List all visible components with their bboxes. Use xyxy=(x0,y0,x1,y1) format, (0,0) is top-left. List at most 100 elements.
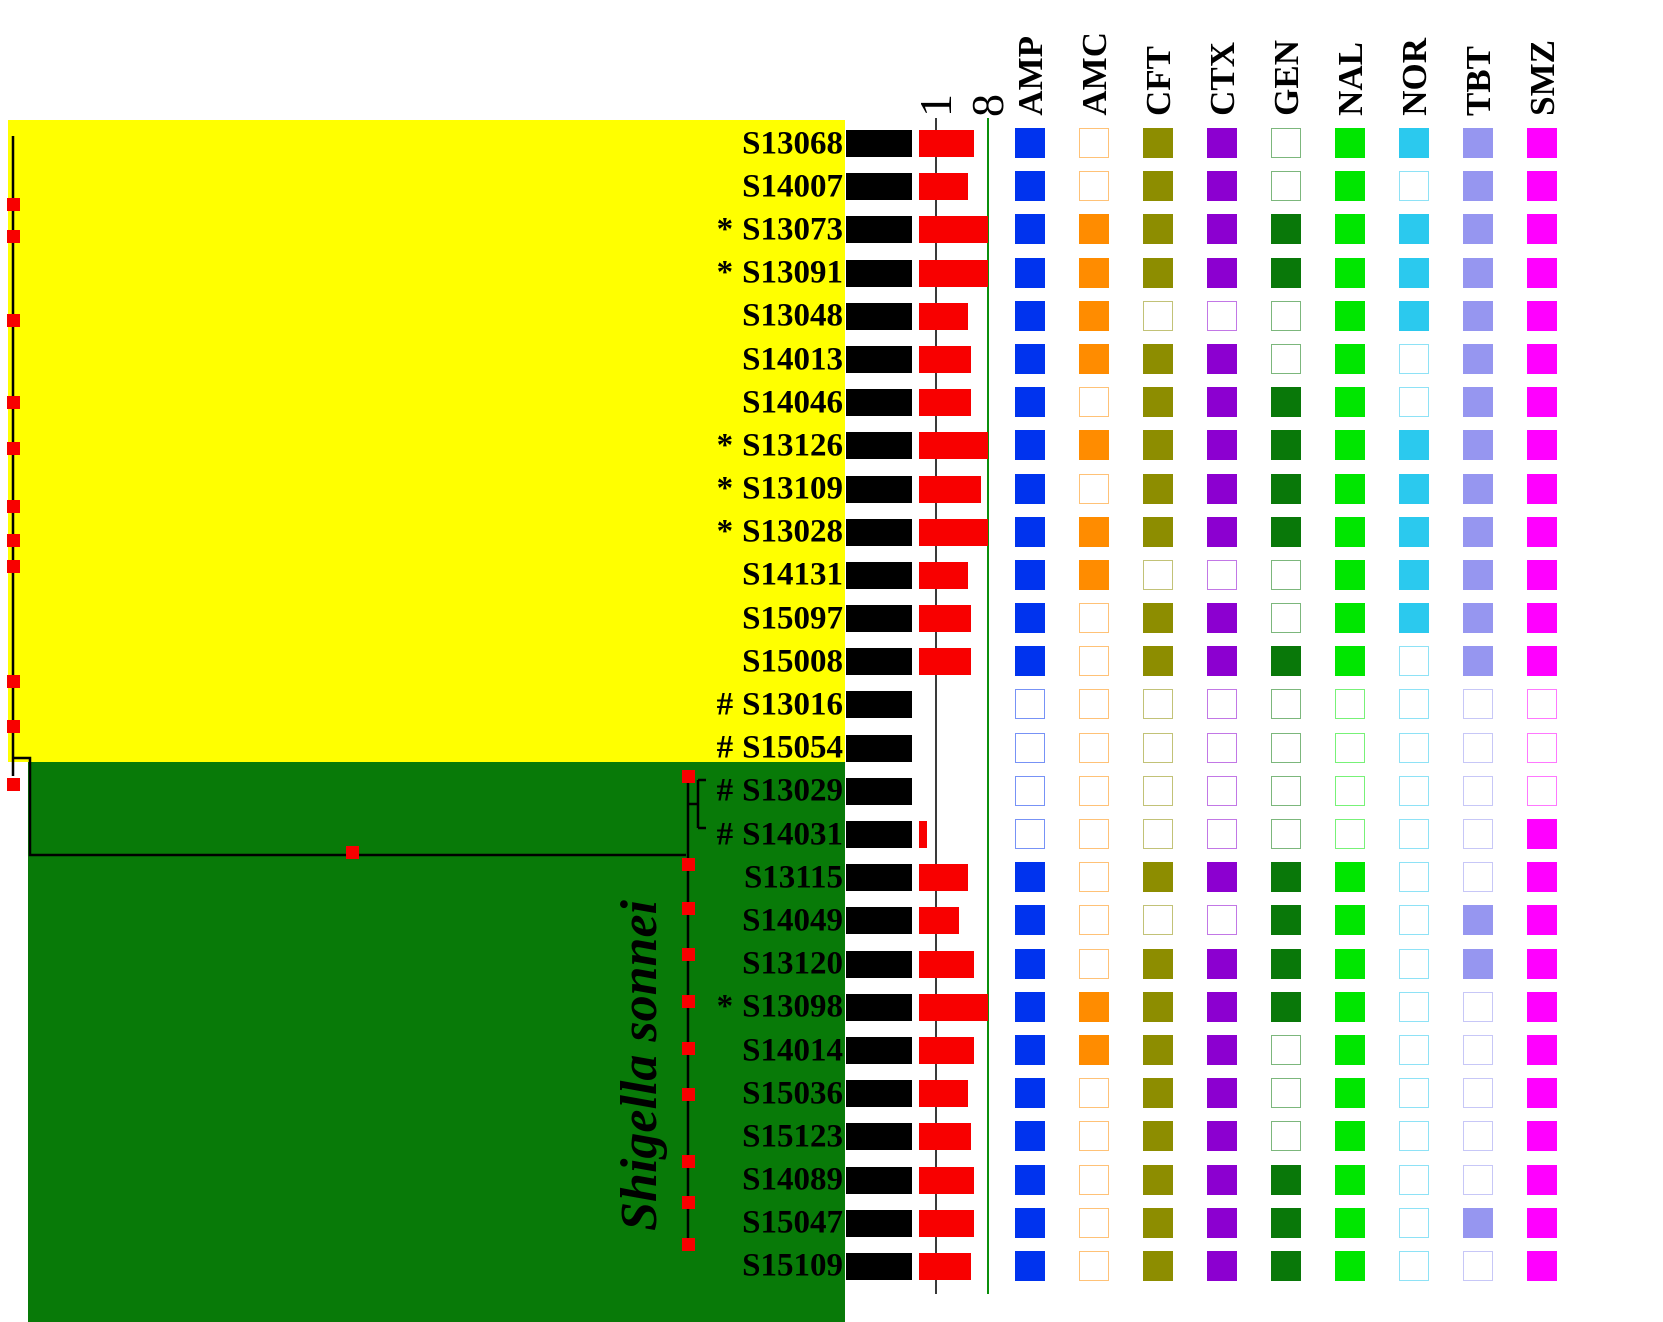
strain-id: S13120 xyxy=(742,945,843,982)
strain-row-s13115: S13115 xyxy=(0,856,1663,899)
strain-label: S14014 xyxy=(742,1032,843,1069)
cell-smz xyxy=(1527,430,1557,461)
cell-amc xyxy=(1079,343,1109,374)
strain-label: S13068 xyxy=(742,125,843,162)
cell-tbt xyxy=(1463,1121,1493,1152)
scale-tick-label: 1 xyxy=(910,94,961,117)
cell-amp xyxy=(1015,343,1045,374)
cell-tbt xyxy=(1463,603,1493,634)
red-value-bar xyxy=(919,821,928,848)
cell-amp xyxy=(1015,991,1045,1022)
cell-tbt xyxy=(1463,1078,1493,1109)
red-value-bar xyxy=(919,130,974,157)
cell-cft xyxy=(1143,862,1173,893)
cell-tbt xyxy=(1463,905,1493,936)
cell-smz xyxy=(1527,343,1557,374)
cell-nor xyxy=(1399,1121,1429,1152)
clade-top-background xyxy=(8,120,845,762)
strain-label: * S13073 xyxy=(717,211,843,248)
cell-amc xyxy=(1079,1034,1109,1065)
cell-nor xyxy=(1399,1250,1429,1281)
strain-label: # S15054 xyxy=(717,730,843,767)
cell-amp xyxy=(1015,1078,1045,1109)
cell-smz xyxy=(1527,862,1557,893)
red-value-bar xyxy=(919,1036,974,1064)
cell-nor xyxy=(1399,948,1429,979)
cell-amc xyxy=(1079,1164,1109,1195)
cell-cft xyxy=(1143,1250,1173,1281)
cell-cft xyxy=(1143,387,1173,418)
cell-nor xyxy=(1399,473,1429,504)
column-header-amp: AMP xyxy=(1010,0,1050,116)
strain-row-s13120: S13120 xyxy=(0,943,1663,986)
cell-ctx xyxy=(1207,1164,1237,1195)
strain-row-s15054: # S15054 xyxy=(0,727,1663,770)
red-value-bar xyxy=(919,216,989,244)
strain-id: S14131 xyxy=(742,556,843,593)
cell-ctx xyxy=(1207,430,1237,461)
cell-amc xyxy=(1079,991,1109,1022)
strain-id: S13115 xyxy=(743,859,843,896)
strain-prefix-mark: # xyxy=(716,686,734,723)
cell-ctx xyxy=(1207,948,1237,979)
cell-ctx xyxy=(1207,1250,1237,1281)
cell-ctx xyxy=(1207,128,1237,158)
cell-nal xyxy=(1335,257,1365,288)
cell-smz xyxy=(1527,1250,1557,1281)
cell-amc xyxy=(1079,171,1109,202)
cell-nor xyxy=(1399,991,1429,1022)
cell-ctx xyxy=(1207,775,1237,806)
uniform-black-bar xyxy=(846,561,912,589)
strain-id: S15109 xyxy=(742,1247,843,1284)
strain-label: * S13091 xyxy=(717,255,843,292)
cell-nal xyxy=(1335,862,1365,893)
cell-amc xyxy=(1079,646,1109,677)
cell-cft xyxy=(1143,171,1173,202)
column-header-label: SMZ xyxy=(1522,40,1562,116)
cell-amp xyxy=(1015,387,1045,418)
strain-prefix-mark: * xyxy=(716,988,734,1025)
uniform-black-bar xyxy=(846,950,912,978)
cell-gen xyxy=(1271,775,1301,806)
strain-id: S14089 xyxy=(742,1161,843,1198)
strain-id: S14013 xyxy=(742,341,843,378)
strain-row-s13028: * S13028 xyxy=(0,511,1663,554)
cell-nal xyxy=(1335,603,1365,634)
cell-nal xyxy=(1335,1034,1365,1065)
cell-tbt xyxy=(1463,1250,1493,1281)
cell-nal xyxy=(1335,775,1365,806)
cell-amp xyxy=(1015,214,1045,245)
red-value-bar xyxy=(919,1166,974,1194)
cell-gen xyxy=(1271,430,1301,461)
strain-id: S13126 xyxy=(742,427,843,464)
cell-nor xyxy=(1399,1164,1429,1195)
cell-cft xyxy=(1143,948,1173,979)
cell-tbt xyxy=(1463,516,1493,547)
cell-amc xyxy=(1079,257,1109,288)
strain-prefix-mark: # xyxy=(716,729,734,766)
cell-tbt xyxy=(1463,775,1493,806)
cell-amc xyxy=(1079,603,1109,634)
cell-nal xyxy=(1335,1250,1365,1281)
uniform-black-bar xyxy=(846,216,912,244)
cell-ctx xyxy=(1207,214,1237,245)
cell-smz xyxy=(1527,257,1557,288)
cell-tbt xyxy=(1463,689,1493,720)
cell-amp xyxy=(1015,1207,1045,1238)
strain-id: S15054 xyxy=(742,729,843,766)
strain-id: S13073 xyxy=(742,211,843,248)
cell-amp xyxy=(1015,1034,1045,1065)
red-value-bar xyxy=(919,259,989,287)
cell-ctx xyxy=(1207,905,1237,936)
cell-tbt xyxy=(1463,862,1493,893)
strain-label: S14089 xyxy=(742,1162,843,1199)
column-header-label: AMP xyxy=(1010,36,1050,116)
cell-tbt xyxy=(1463,387,1493,418)
scale-tick-label: 8 xyxy=(962,94,1013,117)
cell-nor xyxy=(1399,171,1429,202)
cell-gen xyxy=(1271,559,1301,590)
column-header-smz: SMZ xyxy=(1522,0,1562,116)
red-value-bar xyxy=(919,1123,971,1151)
cell-gen xyxy=(1271,516,1301,547)
cell-nal xyxy=(1335,646,1365,677)
